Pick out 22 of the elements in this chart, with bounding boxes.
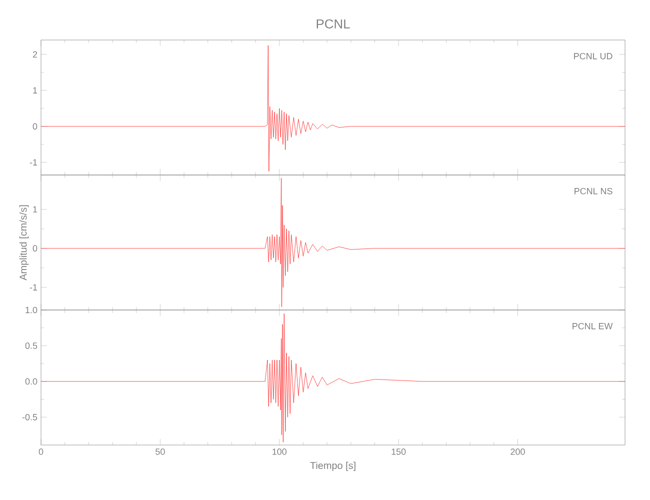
y-tick-label: 2	[32, 51, 38, 58]
chart-title: PCNL	[316, 19, 350, 28]
y-tick-label: 0.5	[25, 342, 38, 349]
y-tick-label: 0.0	[25, 378, 38, 385]
y-tick-label: -1	[30, 284, 38, 290]
annotation: PCNL UD	[574, 52, 612, 60]
annotation: PCNL NS	[574, 188, 612, 194]
y-axis-title: Amplitud [cm/s/s]	[19, 205, 29, 280]
y-tick-label: 1.0	[26, 306, 38, 314]
x-tick-label: 200	[510, 448, 525, 455]
y-tick-label: -0.5	[22, 414, 38, 420]
y-tick-label: 0	[32, 123, 38, 130]
y-tick-label: 1	[33, 87, 38, 94]
annotation: PCNL EW	[572, 322, 613, 330]
y-tick-label: -1	[30, 159, 38, 166]
x-tick-label: 0	[38, 448, 44, 455]
y-tick-label: 1	[33, 206, 38, 212]
x-tick-label: 100	[272, 448, 286, 455]
x-tick-label: 50	[156, 448, 165, 455]
y-tick-label: 0	[32, 245, 38, 252]
x-tick-label: 150	[392, 448, 406, 455]
x-axis-title: Tiempo [s]	[310, 462, 356, 471]
